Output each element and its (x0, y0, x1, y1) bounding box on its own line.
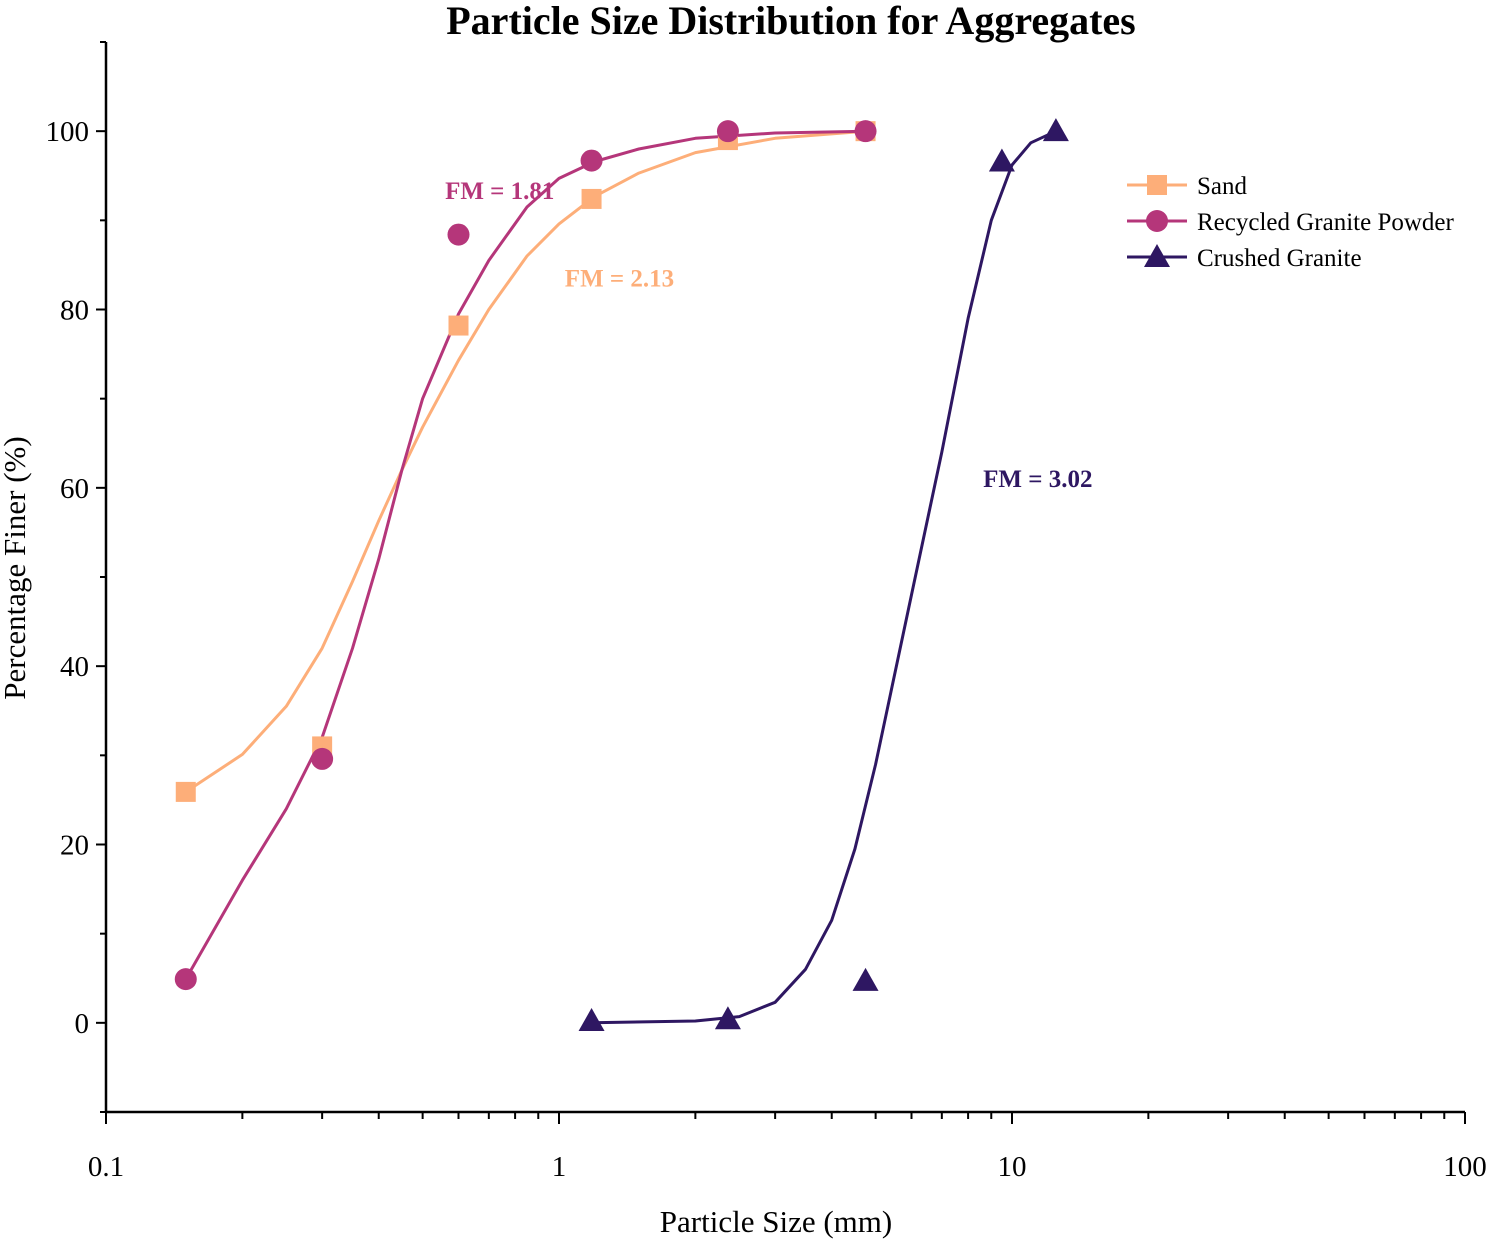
triangle-marker (988, 148, 1015, 172)
x-tick-label: 0.1 (88, 1151, 124, 1183)
chart-title: Particle Size Distribution for Aggregate… (446, 0, 1136, 43)
circle-marker (580, 149, 603, 172)
triangle-marker (852, 967, 879, 991)
triangle-marker (578, 1008, 605, 1032)
data-markers (174, 118, 1069, 1032)
circle-marker (311, 747, 334, 770)
circle-marker (716, 120, 739, 143)
triangle-marker (714, 1006, 741, 1030)
fit-curve (184, 129, 866, 794)
axes: 0 20 40 60 80 100 0.1 1 10 100 (46, 41, 1487, 1183)
x-tick-label: 10 (998, 1151, 1027, 1183)
square-marker (175, 781, 196, 802)
y-tick-label: 20 (60, 830, 89, 862)
legend-circle-marker (1146, 210, 1168, 232)
fit-curves (184, 129, 1057, 1025)
fit-curve (591, 129, 1057, 1025)
y-axis-title: Percentage Finer (%) (0, 436, 32, 699)
square-marker (581, 188, 602, 209)
annotations: FM = 1.81 FM = 2.13 FM = 3.02 (445, 178, 1092, 493)
circle-marker (174, 968, 197, 991)
y-tick-label: 100 (46, 116, 90, 148)
legend: Sand Recycled Granite Powder Crushed Grani… (1127, 173, 1455, 272)
fm-annotation: FM = 1.81 (445, 178, 554, 205)
legend-square-marker (1147, 175, 1167, 195)
x-tick-label: 1 (552, 1151, 567, 1183)
fm-annotation: FM = 2.13 (565, 265, 674, 292)
legend-label: Recycled Granite Powder (1197, 209, 1455, 236)
circle-marker (447, 223, 470, 246)
legend-triangle-marker (1144, 244, 1170, 267)
square-marker (448, 315, 469, 336)
circle-marker (854, 120, 877, 143)
fit-curve (184, 129, 866, 980)
y-tick-label: 60 (60, 473, 89, 505)
x-tick-label: 100 (1443, 1151, 1487, 1183)
y-tick-label: 40 (60, 651, 89, 683)
x-axis-title: Particle Size (mm) (660, 1204, 892, 1239)
legend-label: Crushed Granite (1197, 245, 1362, 272)
fm-annotation: FM = 3.02 (983, 466, 1092, 493)
legend-label: Sand (1197, 173, 1248, 200)
y-tick-label: 0 (75, 1008, 90, 1040)
y-tick-label: 80 (60, 295, 89, 327)
triangle-marker (1042, 118, 1069, 142)
